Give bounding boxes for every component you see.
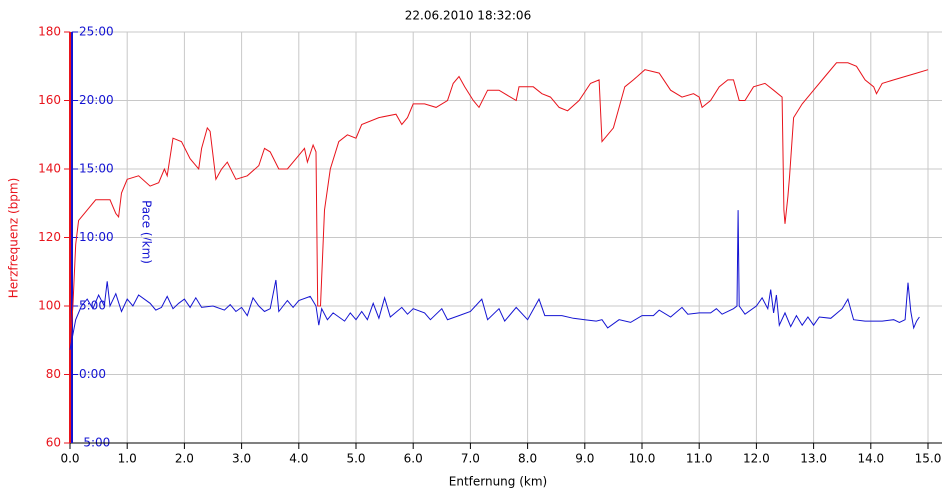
y-tick-label: 80 [46,367,61,381]
y2-tick-label: 15:00 [79,162,114,176]
y2-tick-label: 5:00 [79,299,106,313]
y-tick-label: 60 [46,436,61,450]
x-tick-label: 5.0 [346,452,365,466]
y2-axis-label: Pace (/km) [140,200,154,264]
x-tick-label: 14.0 [857,452,884,466]
y-axis-label: Herzfrequenz (bpm) [7,178,21,299]
data-line [69,62,929,348]
x-tick-label: 1.0 [118,452,137,466]
x-tick-label: 0.0 [60,452,79,466]
y-tick-label: 160 [38,93,61,107]
y2-tick-label: 25:00 [79,25,114,39]
y2-tick-label: 0:00 [79,367,106,381]
x-tick-label: 13.0 [800,452,827,466]
y-tick-label: 180 [38,25,61,39]
x-tick-label: 12.0 [743,452,770,466]
x-tick-label: 8.0 [518,452,537,466]
y2-tick-label: 20:00 [79,93,114,107]
y-tick-label: 100 [38,299,61,313]
x-tick-label: 9.0 [575,452,594,466]
x-tick-label: 7.0 [461,452,480,466]
x-tick-label: 10.0 [629,452,656,466]
x-tick-label: 15.0 [915,452,942,466]
x-tick-label: 6.0 [404,452,423,466]
y2-tick-label: 10:00 [79,230,114,244]
chart-title: 22.06.2010 18:32:06 [405,9,531,23]
data-line [69,210,920,350]
x-tick-label: 2.0 [175,452,194,466]
x-tick-label: 11.0 [686,452,713,466]
y-tick-label: 140 [38,162,61,176]
x-axis-label: Entfernung (km) [449,475,547,489]
x-tick-label: 3.0 [232,452,251,466]
x-tick-label: 4.0 [289,452,308,466]
y-tick-label: 120 [38,230,61,244]
